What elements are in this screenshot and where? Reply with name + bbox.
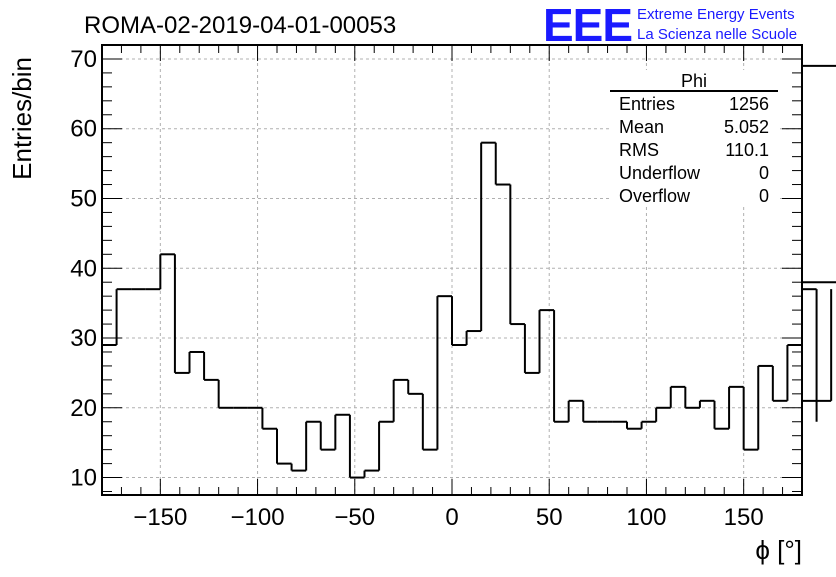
x-tick-label: 0 — [445, 504, 458, 531]
x-tick-label: 50 — [536, 504, 563, 531]
stats-label: Mean — [619, 117, 664, 137]
x-axis-label: ϕ [°] — [755, 535, 802, 565]
eee-logo: EEE Extreme Energy Events La Scienza nel… — [543, 0, 797, 51]
x-tick-label: −150 — [133, 504, 187, 531]
stats-box-background — [610, 70, 778, 206]
chart-title: ROMA-02-2019-04-01-00053 — [84, 12, 396, 39]
y-tick-label: 20 — [70, 395, 97, 422]
y-tick-label: 10 — [70, 465, 97, 492]
stats-box: Phi Entries 1256 Mean 5.052 RMS 110.1 Underflo… — [610, 70, 778, 206]
y-tick-label: 30 — [70, 325, 97, 352]
x-tick-label: −100 — [231, 504, 285, 531]
x-tick-label: 100 — [626, 504, 666, 531]
y-tick-label: 40 — [70, 255, 97, 282]
y-axis-label: Entries/bin — [7, 57, 37, 180]
x-tick-label: −50 — [334, 504, 375, 531]
stats-value: 110.1 — [725, 140, 769, 160]
x-tick-label: 150 — [724, 504, 764, 531]
stats-label: Entries — [619, 94, 675, 114]
axes: −150 −100 −50 0 50 100 150 10 20 30 40 50 60 70 — [70, 44, 803, 531]
stats-label: Overflow — [619, 186, 691, 206]
stats-value: 5.052 — [724, 117, 769, 137]
logo-line-2: La Scienza nelle Scuole — [637, 26, 797, 43]
y-tick-label: 70 — [70, 46, 97, 73]
stats-label: Underflow — [619, 163, 701, 183]
stats-value: 0 — [759, 163, 769, 183]
stats-rows: Entries 1256 Mean 5.052 RMS 110.1 Underflow 0 Ov… — [619, 94, 769, 206]
stats-value: 1256 — [729, 94, 769, 114]
stats-label: RMS — [619, 140, 659, 160]
y-tick-label: 50 — [70, 185, 97, 212]
y-tick-label: 60 — [70, 116, 97, 143]
logo-line-1: Extreme Energy Events — [637, 6, 795, 23]
stats-value: 0 — [759, 186, 769, 206]
logo-letters: EEE — [543, 0, 632, 51]
stats-box-title: Phi — [681, 71, 707, 91]
